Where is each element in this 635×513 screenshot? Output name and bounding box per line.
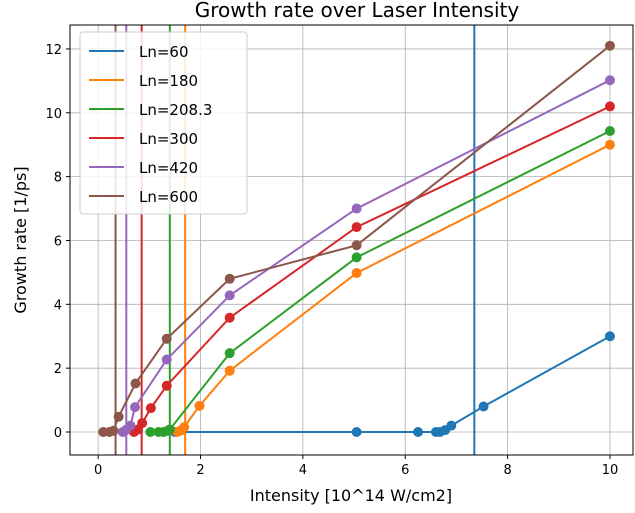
series-lines: [98, 40, 615, 438]
data-point: [413, 427, 424, 438]
y-axis-label: Growth rate [1/ps]: [11, 166, 30, 313]
y-tick-label: 12: [45, 43, 62, 58]
series-line: [174, 335, 611, 433]
data-point: [604, 40, 615, 51]
data-point: [604, 139, 615, 150]
y-tick-label: 6: [54, 234, 62, 249]
chart-title: Growth rate over Laser Intensity: [195, 0, 520, 22]
x-tick-label: 10: [602, 463, 619, 478]
legend-label: Ln=208.3: [139, 101, 212, 119]
legend-box: [79, 31, 248, 215]
y-tick-label: 8: [54, 171, 62, 186]
data-point: [224, 312, 235, 323]
y-tick-label: 10: [45, 107, 62, 122]
x-tick-label: 0: [94, 463, 102, 478]
data-point: [351, 222, 362, 233]
x-tick-label: 4: [299, 463, 307, 478]
data-point: [164, 424, 175, 435]
legend-label: Ln=600: [139, 188, 198, 206]
legend-label: Ln=420: [139, 159, 198, 177]
data-point: [351, 203, 362, 214]
data-point: [224, 365, 235, 376]
legend-label: Ln=300: [139, 130, 198, 148]
data-point: [145, 427, 156, 438]
data-point: [224, 348, 235, 359]
x-axis-label: Intensity [10^14 W/cm2]: [250, 486, 452, 505]
x-tick-label: 6: [401, 463, 409, 478]
data-point: [351, 427, 362, 438]
x-tick-label: 2: [196, 463, 204, 478]
data-point: [194, 400, 205, 411]
data-point: [161, 354, 172, 365]
data-point: [130, 378, 141, 389]
data-point: [145, 403, 156, 414]
data-point: [161, 380, 172, 391]
legend: Ln=60 Ln=180 Ln=208.3 Ln=300 Ln=420 Ln=600: [79, 31, 248, 215]
data-point: [604, 125, 615, 136]
data-point: [604, 75, 615, 86]
x-tick-label: 8: [503, 463, 511, 478]
data-point: [604, 331, 615, 342]
data-point: [108, 425, 119, 436]
y-tick-label: 0: [54, 426, 62, 441]
data-point: [351, 240, 362, 251]
data-point: [351, 268, 362, 279]
legend-label: Ln=180: [139, 72, 198, 90]
data-point: [161, 333, 172, 344]
axis-ticks: 0 2 4 6 8 10 0 2 4 6 8 10 12: [45, 43, 618, 478]
data-point: [137, 418, 148, 429]
data-point: [604, 101, 615, 112]
legend-label: Ln=60: [139, 43, 189, 61]
data-point: [224, 290, 235, 301]
data-point: [113, 411, 124, 422]
data-point: [125, 420, 136, 431]
y-tick-label: 4: [54, 298, 62, 313]
data-point: [130, 402, 141, 413]
data-point: [446, 420, 457, 431]
data-point: [478, 401, 489, 412]
y-tick-label: 2: [54, 362, 62, 377]
data-point: [179, 422, 190, 433]
data-point: [351, 252, 362, 263]
data-point: [224, 273, 235, 284]
